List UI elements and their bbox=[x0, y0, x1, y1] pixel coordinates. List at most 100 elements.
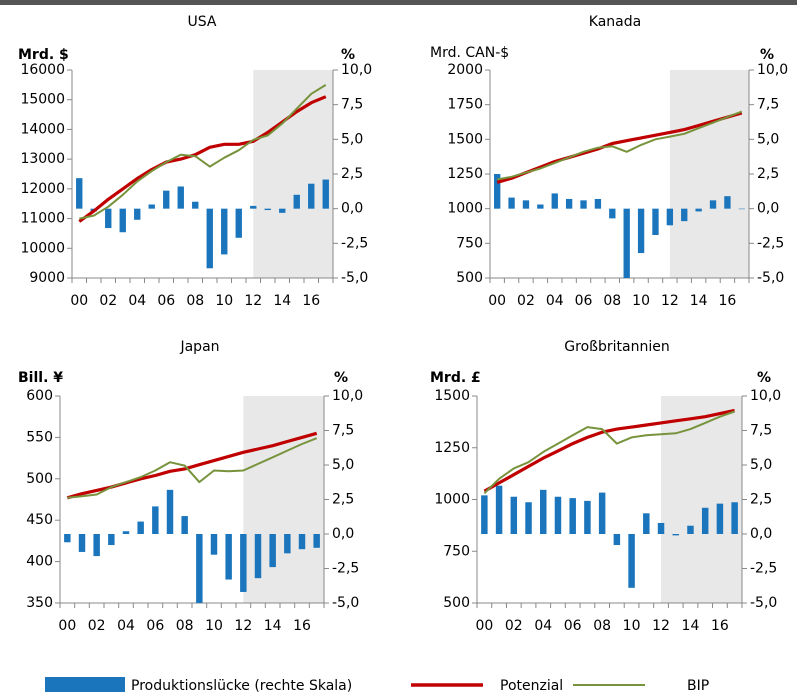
y-tick-label: 11000 bbox=[20, 211, 65, 227]
gap-bar bbox=[695, 208, 702, 212]
gap-bar bbox=[64, 534, 71, 543]
y-tick-label: 1500 bbox=[447, 131, 483, 147]
x-tick-label: 06 bbox=[575, 293, 593, 309]
forecast-shade bbox=[661, 396, 742, 603]
x-tick-label: 16 bbox=[711, 618, 729, 634]
y2-tick-label: 5,0 bbox=[757, 131, 779, 147]
y2-tick-label: 7,5 bbox=[341, 97, 363, 113]
y2-tick-label: 0,0 bbox=[750, 526, 772, 542]
series-line bbox=[67, 437, 318, 499]
series-line bbox=[79, 84, 327, 220]
gap-bar bbox=[731, 502, 738, 534]
legend-label: BIP bbox=[687, 678, 709, 694]
legend-swatch-bar bbox=[45, 677, 125, 692]
y2-tick-label: -2,5 bbox=[332, 561, 359, 577]
gap-bar bbox=[537, 204, 544, 209]
x-tick-label: 10 bbox=[205, 618, 223, 634]
y2-tick-label: 10,0 bbox=[332, 388, 363, 404]
x-tick-label: 00 bbox=[475, 618, 493, 634]
gap-bar bbox=[522, 200, 530, 209]
series-line bbox=[483, 408, 735, 493]
gap-bar bbox=[264, 208, 271, 211]
gap-bar bbox=[554, 496, 562, 534]
gap-bar bbox=[569, 498, 576, 534]
forecast-shade bbox=[253, 70, 333, 278]
x-tick-label: 02 bbox=[517, 293, 535, 309]
gap-bar bbox=[510, 496, 518, 534]
y-tick-label: 350 bbox=[26, 595, 53, 611]
x-tick-label: 02 bbox=[505, 618, 523, 634]
gap-bar bbox=[628, 534, 635, 588]
y-tick-label: 15000 bbox=[20, 92, 65, 108]
x-tick-label: 08 bbox=[603, 293, 621, 309]
gap-bar bbox=[709, 200, 717, 209]
gap-bar bbox=[177, 186, 184, 209]
y2-tick-label: 5,0 bbox=[341, 131, 363, 147]
gap-bar bbox=[163, 190, 170, 209]
gap-bar bbox=[308, 183, 315, 209]
y2-axis-label: % bbox=[760, 47, 774, 63]
panel-title: Kanada bbox=[589, 14, 641, 30]
x-tick-label: 14 bbox=[690, 293, 708, 309]
gap-bar bbox=[269, 534, 276, 568]
gap-bar bbox=[609, 208, 616, 219]
x-tick-label: 12 bbox=[234, 618, 252, 634]
y2-tick-label: -5,0 bbox=[757, 270, 784, 286]
legend: Produktionslücke (rechte Skala) Potenzia… bbox=[45, 677, 709, 694]
gap-bar bbox=[623, 208, 630, 278]
x-tick-label: 02 bbox=[99, 293, 117, 309]
panel-title: Großbritannien bbox=[564, 339, 669, 355]
gap-bar bbox=[724, 196, 731, 209]
y-tick-label: 9000 bbox=[29, 270, 65, 286]
gap-bar bbox=[108, 534, 115, 546]
gap-bar bbox=[166, 489, 174, 534]
y-tick-label: 1250 bbox=[447, 166, 483, 182]
y2-tick-label: 5,0 bbox=[750, 457, 772, 473]
panel: Japan Bill. ¥ % 350 400 450 500 550 600 -5,0 -2,5 0… bbox=[18, 339, 363, 634]
x-tick-label: 04 bbox=[128, 293, 146, 309]
y-tick-label: 16000 bbox=[20, 62, 65, 78]
gap-bar bbox=[221, 208, 228, 255]
series-line bbox=[483, 410, 735, 495]
gap-bar bbox=[613, 534, 621, 546]
y-tick-label: 750 bbox=[443, 543, 470, 559]
x-tick-label: 04 bbox=[534, 618, 552, 634]
x-tick-label: 16 bbox=[293, 618, 311, 634]
y-tick-label: 14000 bbox=[20, 121, 65, 137]
gap-bar bbox=[637, 208, 645, 254]
y2-tick-label: -5,0 bbox=[332, 595, 359, 611]
gap-bar bbox=[672, 534, 679, 536]
panel-title: USA bbox=[188, 14, 217, 30]
y2-tick-label: 2,5 bbox=[341, 166, 363, 182]
x-tick-label: 16 bbox=[302, 293, 320, 309]
y-tick-label: 1750 bbox=[447, 97, 483, 113]
y2-tick-label: 10,0 bbox=[757, 62, 788, 78]
y-tick-label: 13000 bbox=[20, 151, 65, 167]
gap-bar bbox=[643, 513, 650, 534]
y-tick-label: 550 bbox=[26, 429, 53, 445]
y-tick-label: 600 bbox=[26, 388, 53, 404]
gap-bar bbox=[250, 205, 257, 209]
panel-title: Japan bbox=[179, 339, 219, 355]
y2-tick-label: 2,5 bbox=[757, 166, 779, 182]
gap-bar bbox=[687, 525, 694, 534]
gap-bar bbox=[565, 198, 573, 209]
x-tick-label: 06 bbox=[146, 618, 164, 634]
gap-bar bbox=[76, 178, 83, 209]
x-tick-label: 06 bbox=[564, 618, 582, 634]
y2-tick-label: 5,0 bbox=[332, 457, 354, 473]
y-tick-label: 10000 bbox=[20, 240, 65, 256]
gap-bar bbox=[525, 502, 532, 534]
y2-axis-label: % bbox=[341, 47, 355, 63]
y2-tick-label: 0,0 bbox=[341, 201, 363, 217]
y-tick-label: 400 bbox=[26, 554, 53, 570]
y2-tick-label: -2,5 bbox=[757, 235, 784, 251]
x-tick-label: 08 bbox=[186, 293, 204, 309]
y2-tick-label: 7,5 bbox=[757, 97, 779, 113]
y-axis-label: Mrd. $ bbox=[18, 47, 69, 63]
y-axis-label: Bill. ¥ bbox=[18, 370, 63, 386]
gap-bar bbox=[206, 208, 213, 269]
x-tick-label: 04 bbox=[546, 293, 564, 309]
